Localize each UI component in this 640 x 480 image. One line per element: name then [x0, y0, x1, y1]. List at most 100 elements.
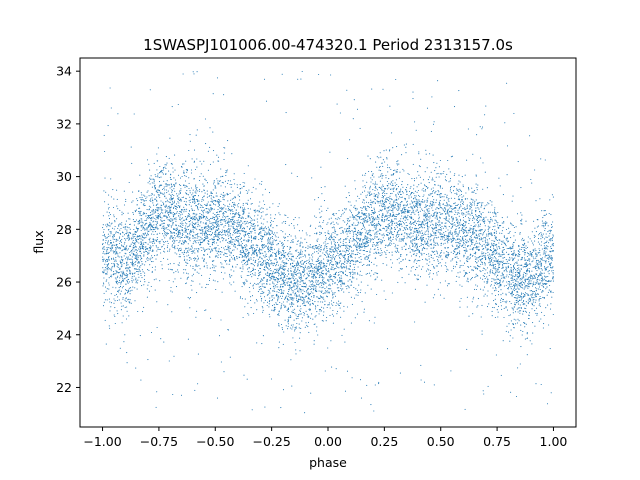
data-point [484, 262, 486, 264]
data-point [549, 263, 551, 266]
data-point [502, 257, 504, 259]
data-point [420, 379, 422, 381]
data-point [362, 186, 364, 188]
data-point [180, 247, 182, 249]
data-point [282, 286, 284, 288]
data-point [134, 238, 136, 240]
data-point [312, 275, 314, 277]
data-point [426, 167, 428, 169]
data-point [472, 298, 474, 300]
data-point [485, 105, 487, 107]
data-point [376, 293, 378, 296]
data-point [165, 204, 167, 206]
data-point [297, 240, 299, 242]
data-point [378, 381, 380, 383]
data-point [236, 184, 238, 186]
data-point [299, 244, 301, 246]
data-point [187, 194, 190, 196]
data-point [317, 258, 319, 261]
data-point [421, 189, 423, 191]
data-point [418, 265, 420, 267]
data-point [222, 266, 224, 268]
data-point [348, 245, 350, 247]
data-point [162, 173, 164, 175]
data-point [424, 185, 426, 187]
data-point [114, 300, 116, 302]
data-point [448, 226, 450, 228]
data-point [132, 191, 134, 193]
data-point [183, 250, 185, 252]
data-point [340, 266, 342, 268]
data-point [475, 240, 477, 242]
data-point [188, 210, 191, 212]
data-point [247, 208, 249, 210]
data-point [495, 270, 497, 272]
data-point [250, 235, 252, 237]
data-point [365, 256, 367, 258]
data-point [416, 245, 418, 247]
data-point [397, 209, 399, 211]
data-point [246, 220, 248, 222]
data-point [384, 208, 386, 210]
data-point [511, 224, 513, 226]
data-point [393, 190, 395, 192]
data-point [212, 241, 215, 244]
data-point [278, 322, 280, 325]
data-point [445, 180, 447, 182]
data-point [225, 259, 227, 262]
data-point [500, 305, 502, 307]
data-point [552, 269, 554, 272]
data-point [305, 266, 307, 269]
data-point [192, 265, 194, 267]
data-point [383, 190, 385, 192]
data-point [356, 244, 358, 246]
data-point [291, 277, 293, 279]
data-point [199, 213, 201, 215]
data-point [298, 270, 300, 272]
data-point [287, 323, 289, 325]
data-point [356, 224, 358, 227]
data-point [136, 235, 138, 237]
data-point [236, 232, 238, 235]
data-point [360, 289, 362, 291]
data-point [511, 295, 513, 297]
data-point [325, 273, 327, 275]
data-point [251, 254, 253, 256]
data-point [510, 237, 512, 239]
data-point [146, 209, 148, 211]
data-point [516, 261, 518, 263]
data-point [521, 284, 523, 286]
data-point [248, 253, 250, 255]
data-point [172, 167, 174, 169]
data-point [327, 243, 329, 245]
data-point [539, 273, 541, 275]
data-point [442, 233, 444, 235]
data-point [533, 296, 535, 298]
data-point [298, 230, 300, 232]
data-point [141, 220, 143, 222]
data-point [462, 184, 464, 186]
data-point [469, 238, 471, 240]
data-point [212, 250, 214, 252]
data-point [402, 212, 404, 214]
data-point [493, 251, 495, 253]
data-point [382, 204, 384, 206]
data-point [360, 261, 362, 263]
data-point [279, 275, 282, 277]
data-point [172, 393, 174, 396]
data-point [456, 189, 458, 191]
data-point [185, 210, 187, 212]
data-point [379, 241, 381, 243]
data-point [162, 257, 165, 259]
data-point [459, 265, 461, 267]
data-point [272, 237, 274, 239]
data-point [527, 264, 529, 266]
data-point [544, 246, 546, 248]
data-point [449, 204, 451, 207]
data-point [209, 246, 211, 248]
data-point [337, 263, 339, 265]
data-point [108, 255, 110, 258]
data-point [543, 283, 546, 285]
data-point [150, 206, 152, 208]
data-point [341, 267, 343, 269]
